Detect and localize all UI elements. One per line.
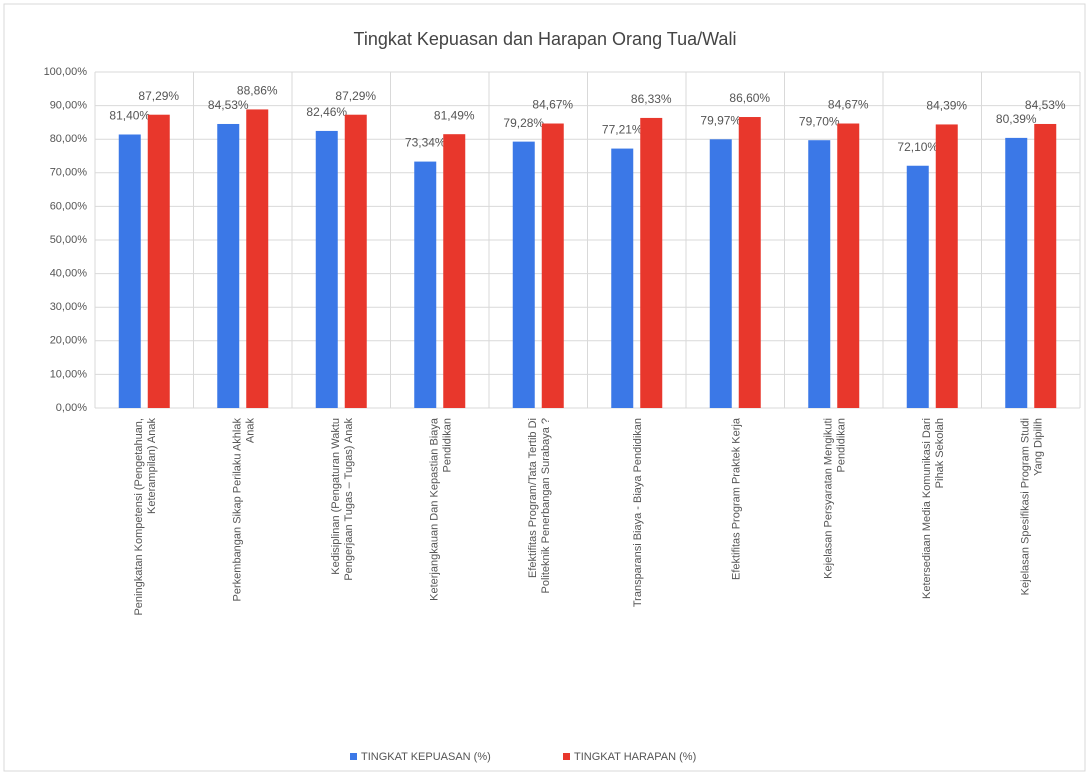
data-label: 79,70% [799,114,840,128]
bar [541,123,564,409]
y-tick-label: 80,00% [50,133,88,145]
data-label: 84,53% [208,98,249,112]
y-tick-label: 0,00% [56,402,87,414]
y-tick-label: 90,00% [50,100,88,112]
bar [738,117,761,409]
bar [1034,123,1057,409]
x-tick-label: Perkembangan Sikap Perilaku AkhlakAnak [231,418,256,602]
x-tick-label: Kejelasan Persyaratan MengikutiPendidika… [822,418,847,579]
data-label: 84,53% [1025,98,1066,112]
bar [611,148,634,408]
x-tick-label: Efektifitas Program Praktek Kerja [730,417,742,580]
x-tick-label: Efektifitas Program/Tata Tertib DiPolite… [527,418,552,594]
x-tick-label: Kejelasan Spesifikasi Program StudiYang … [1019,418,1044,595]
bar [1005,137,1028,409]
bar [118,134,141,408]
y-tick-label: 30,00% [50,301,88,313]
y-tick-label: 10,00% [50,368,88,380]
y-tick-label: 20,00% [50,335,88,347]
bar [414,161,437,408]
x-tick-label: Kedisiplinan (Pengaturan WaktuPengerjaan… [330,418,355,581]
y-tick-label: 100,00% [44,66,88,78]
bar [344,114,367,408]
data-label: 86,60% [729,91,770,105]
bar [906,165,929,408]
data-label: 87,29% [138,89,179,103]
y-tick-label: 60,00% [50,200,88,212]
data-label: 77,21% [602,123,643,137]
x-tick-label: Keterjangkauan Dan Kepastian BiayaPendid… [428,417,453,601]
legend-label: TINGKAT HARAPAN (%) [574,751,696,763]
bar [443,134,466,408]
data-label: 82,46% [306,105,347,119]
bar [315,130,338,409]
chart-title: Tingkat Kepuasan dan Harapan Orang Tua/W… [354,29,737,49]
data-label: 87,29% [335,89,376,103]
data-label: 84,39% [926,99,967,113]
x-tick-label: Peningkatan Kompetensi (Pengetahuan,Kete… [133,418,158,616]
bar [808,140,831,408]
bar [246,109,269,409]
data-label: 73,34% [405,136,446,150]
bar [217,123,240,409]
y-tick-label: 50,00% [50,234,88,246]
legend-swatch [350,753,357,760]
data-label: 81,40% [109,109,150,123]
data-label: 72,10% [897,140,938,154]
data-label: 86,33% [631,92,672,106]
bar [147,114,170,408]
legend-swatch [563,753,570,760]
bar [512,141,535,408]
data-label: 79,28% [503,116,544,130]
y-tick-label: 40,00% [50,268,88,280]
bar [935,124,958,409]
x-tick-label: Ketersediaan Media Komunikasi DariPihak … [921,418,946,599]
bar [837,123,860,409]
bar [709,139,732,409]
data-label: 79,97% [700,113,741,127]
legend-label: TINGKAT KEPUASAN (%) [361,751,491,763]
y-tick-label: 70,00% [50,167,88,179]
data-label: 84,67% [828,98,869,112]
data-label: 81,49% [434,108,475,122]
data-label: 84,67% [532,98,573,112]
x-tick-label: Transparansi Biaya - Biaya Pendidikan [632,418,644,607]
bar [640,117,663,408]
data-label: 80,39% [996,112,1037,126]
data-label: 88,86% [237,84,278,98]
